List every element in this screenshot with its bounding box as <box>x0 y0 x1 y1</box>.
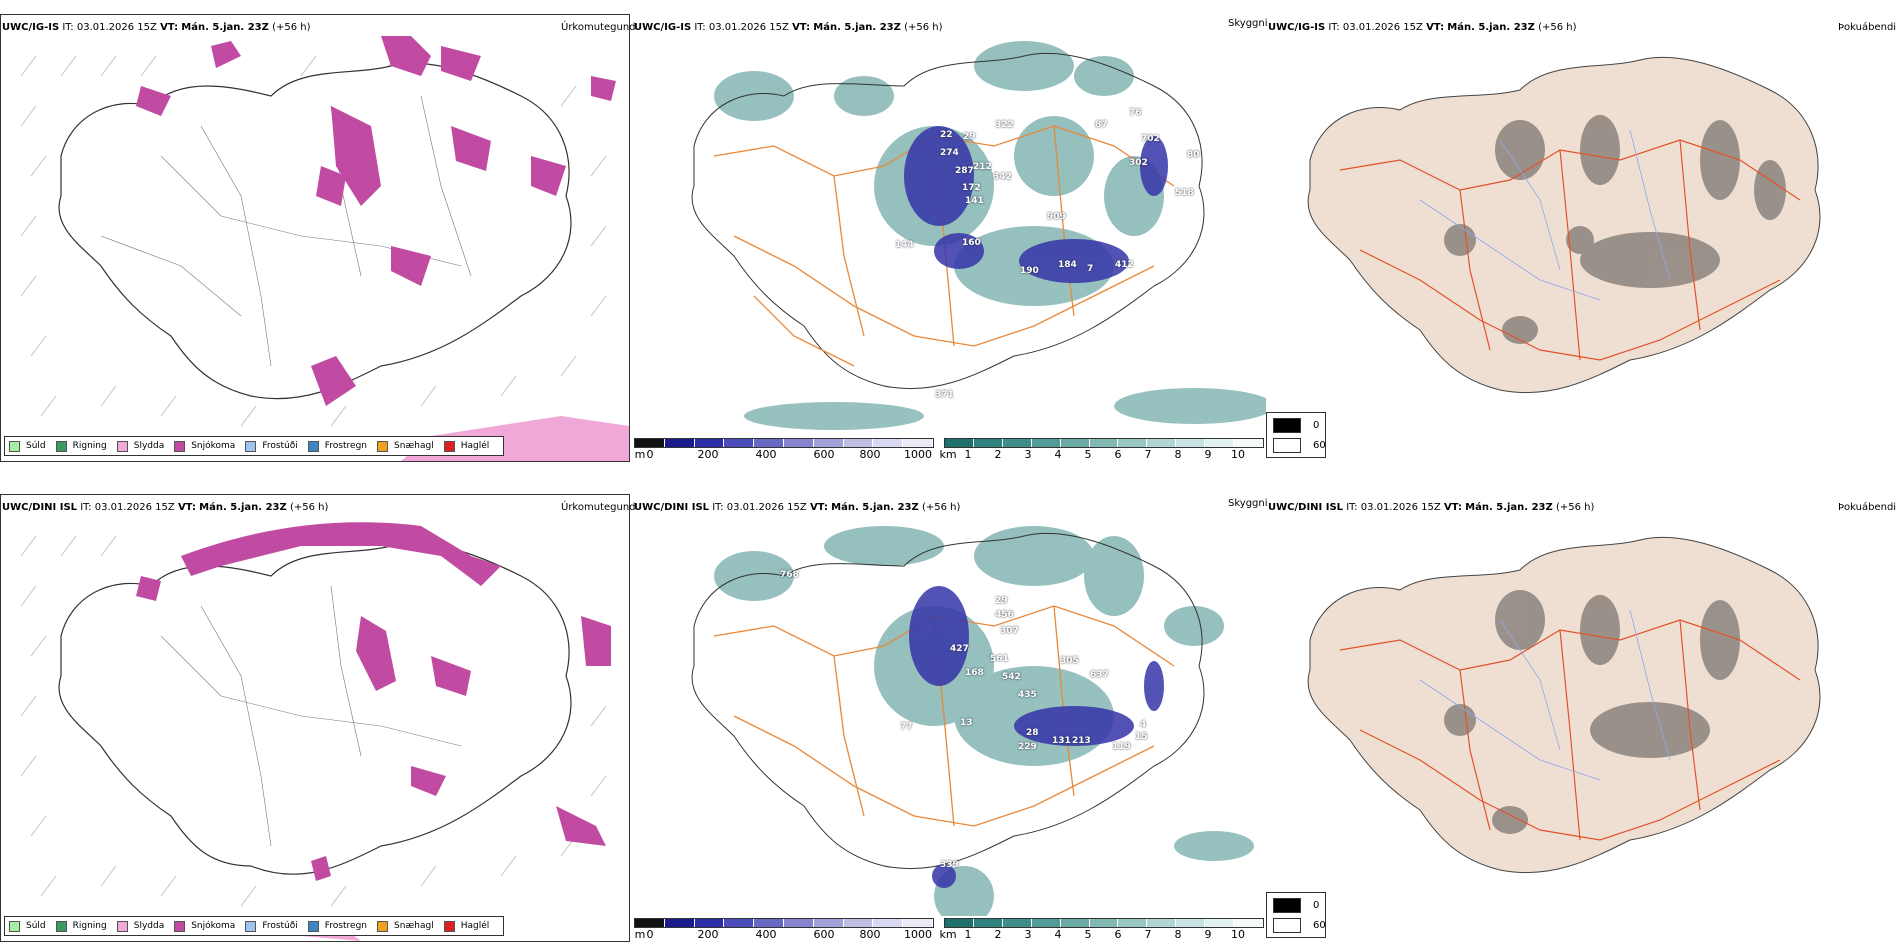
visibility-colorbar-dini: km 1 2 3 4 5 6 7 8 9 10 <box>939 918 1264 942</box>
vis-title-ig: Skyggni <box>1228 18 1268 29</box>
vis-value: 29 <box>963 132 976 142</box>
vis-value: 518 <box>1175 188 1194 198</box>
vis-value: 322 <box>995 120 1014 130</box>
visibility-map-dini <box>691 526 1254 916</box>
ceiling-colorbar-ig: m 0 200 400 600 800 1000 <box>634 438 934 462</box>
precip-title-dini: Úrkomutegund <box>561 502 636 513</box>
vis-numbers-dini: 768 29 456 307 427 561 168 542 305 637 4… <box>780 570 1148 870</box>
panel-header-precip-ig: UWC/IG-IS IT: 03.01.2026 15Z VT: Mán. 5.… <box>2 22 311 33</box>
panel-header-fog-ig: UWC/IG-IS IT: 03.01.2026 15Z VT: Mán. 5.… <box>1268 22 1577 33</box>
legend-item: Snæhagl <box>377 920 434 932</box>
precip-legend-dini: Súld Rigning Slydda Snjókoma Frostúði Fr… <box>4 916 505 936</box>
vis-value: 87 <box>1095 120 1108 130</box>
vis-value: 184 <box>1058 260 1077 270</box>
precip-title-ig: Úrkomutegund <box>561 22 636 33</box>
legend-item: Snjókoma <box>174 920 235 932</box>
vis-value: 172 <box>962 183 981 193</box>
vis-value: 190 <box>1020 266 1039 276</box>
legend-item: Frostregn <box>307 920 367 932</box>
fog-map-ig <box>1307 56 1821 394</box>
fog-map-dini <box>1307 536 1821 874</box>
vis-value: 7 <box>1087 264 1094 274</box>
legend-item: Rigning <box>55 440 107 452</box>
legend-swatch <box>9 440 20 452</box>
vis-value: 287 <box>955 166 974 176</box>
fog-legend-ig: 0 60 <box>1266 412 1326 458</box>
vis-value: 144 <box>895 240 914 250</box>
vis-value: 412 <box>1115 260 1134 270</box>
vis-title-dini: Skyggni <box>1228 498 1268 509</box>
fog-title-ig: Þokuábendi <box>1838 22 1897 33</box>
ceiling-bar <box>634 438 934 448</box>
legend-item: Frostregn <box>307 440 367 452</box>
panel-header-vis-dini: UWC/DINI ISL IT: 03.01.2026 15Z VT: Mán.… <box>634 502 961 513</box>
precip-legend-ig: Súld Rigning Slydda Snjókoma Frostúði Fr… <box>4 436 505 456</box>
legend-item: Frostúði <box>245 920 298 932</box>
lead-time: (+56 h) <box>272 22 311 33</box>
legend-item: Snæhagl <box>377 440 434 452</box>
vis-value: 274 <box>940 148 959 158</box>
vis-value: 160 <box>962 238 981 248</box>
panel-header-fog-dini: UWC/DINI ISL IT: 03.01.2026 15Z VT: Mán.… <box>1268 502 1595 513</box>
precip-map-ig <box>20 36 629 461</box>
visibility-colorbar-ig: km 1 2 3 4 5 6 7 8 9 10 <box>939 438 1264 462</box>
vis-value: 302 <box>1129 158 1148 168</box>
vis-value: 371 <box>935 390 954 400</box>
legend-item: Slydda <box>116 920 164 932</box>
init-time: IT: 03.01.2026 15Z <box>62 22 157 33</box>
fog-legend-dini: 0 60 <box>1266 892 1326 938</box>
vis-value: 76 <box>1129 108 1142 118</box>
fog-title-dini: Þokuábendi <box>1838 502 1897 513</box>
legend-item: Rigning <box>55 920 107 932</box>
vis-value: 80 <box>1187 150 1200 160</box>
visibility-bar <box>944 438 1264 448</box>
legend-item: Súld <box>9 440 46 452</box>
vis-value: 909 <box>1047 212 1066 222</box>
precip-map-dini <box>20 522 611 941</box>
vis-value: 212 <box>973 162 992 172</box>
valid-time: Mán. 5.jan. 23Z <box>181 22 269 33</box>
legend-item: Slydda <box>116 440 164 452</box>
model-name: UWC/IG-IS <box>2 22 60 33</box>
visibility-map-ig <box>691 41 1266 430</box>
legend-item: Frostúði <box>245 440 298 452</box>
legend-item: Haglél <box>443 920 489 932</box>
ceiling-colorbar-dini: m 0 200 400 600 800 1000 <box>634 918 934 942</box>
panel-header-vis-ig: UWC/IG-IS IT: 03.01.2026 15Z VT: Mán. 5.… <box>634 22 943 33</box>
legend-item: Snjókoma <box>174 440 235 452</box>
vis-value: 702 <box>1141 134 1160 144</box>
vis-numbers-ig: 22 29 322 274 287 212 342 172 141 87 76 … <box>895 108 1200 400</box>
panel-header-precip-dini: UWC/DINI ISL IT: 03.01.2026 15Z VT: Mán.… <box>2 502 329 513</box>
vis-value: 22 <box>940 130 953 140</box>
legend-item: Súld <box>9 920 46 932</box>
vis-value: 141 <box>965 196 984 206</box>
legend-item: Haglél <box>443 440 489 452</box>
vis-value: 342 <box>993 172 1012 182</box>
